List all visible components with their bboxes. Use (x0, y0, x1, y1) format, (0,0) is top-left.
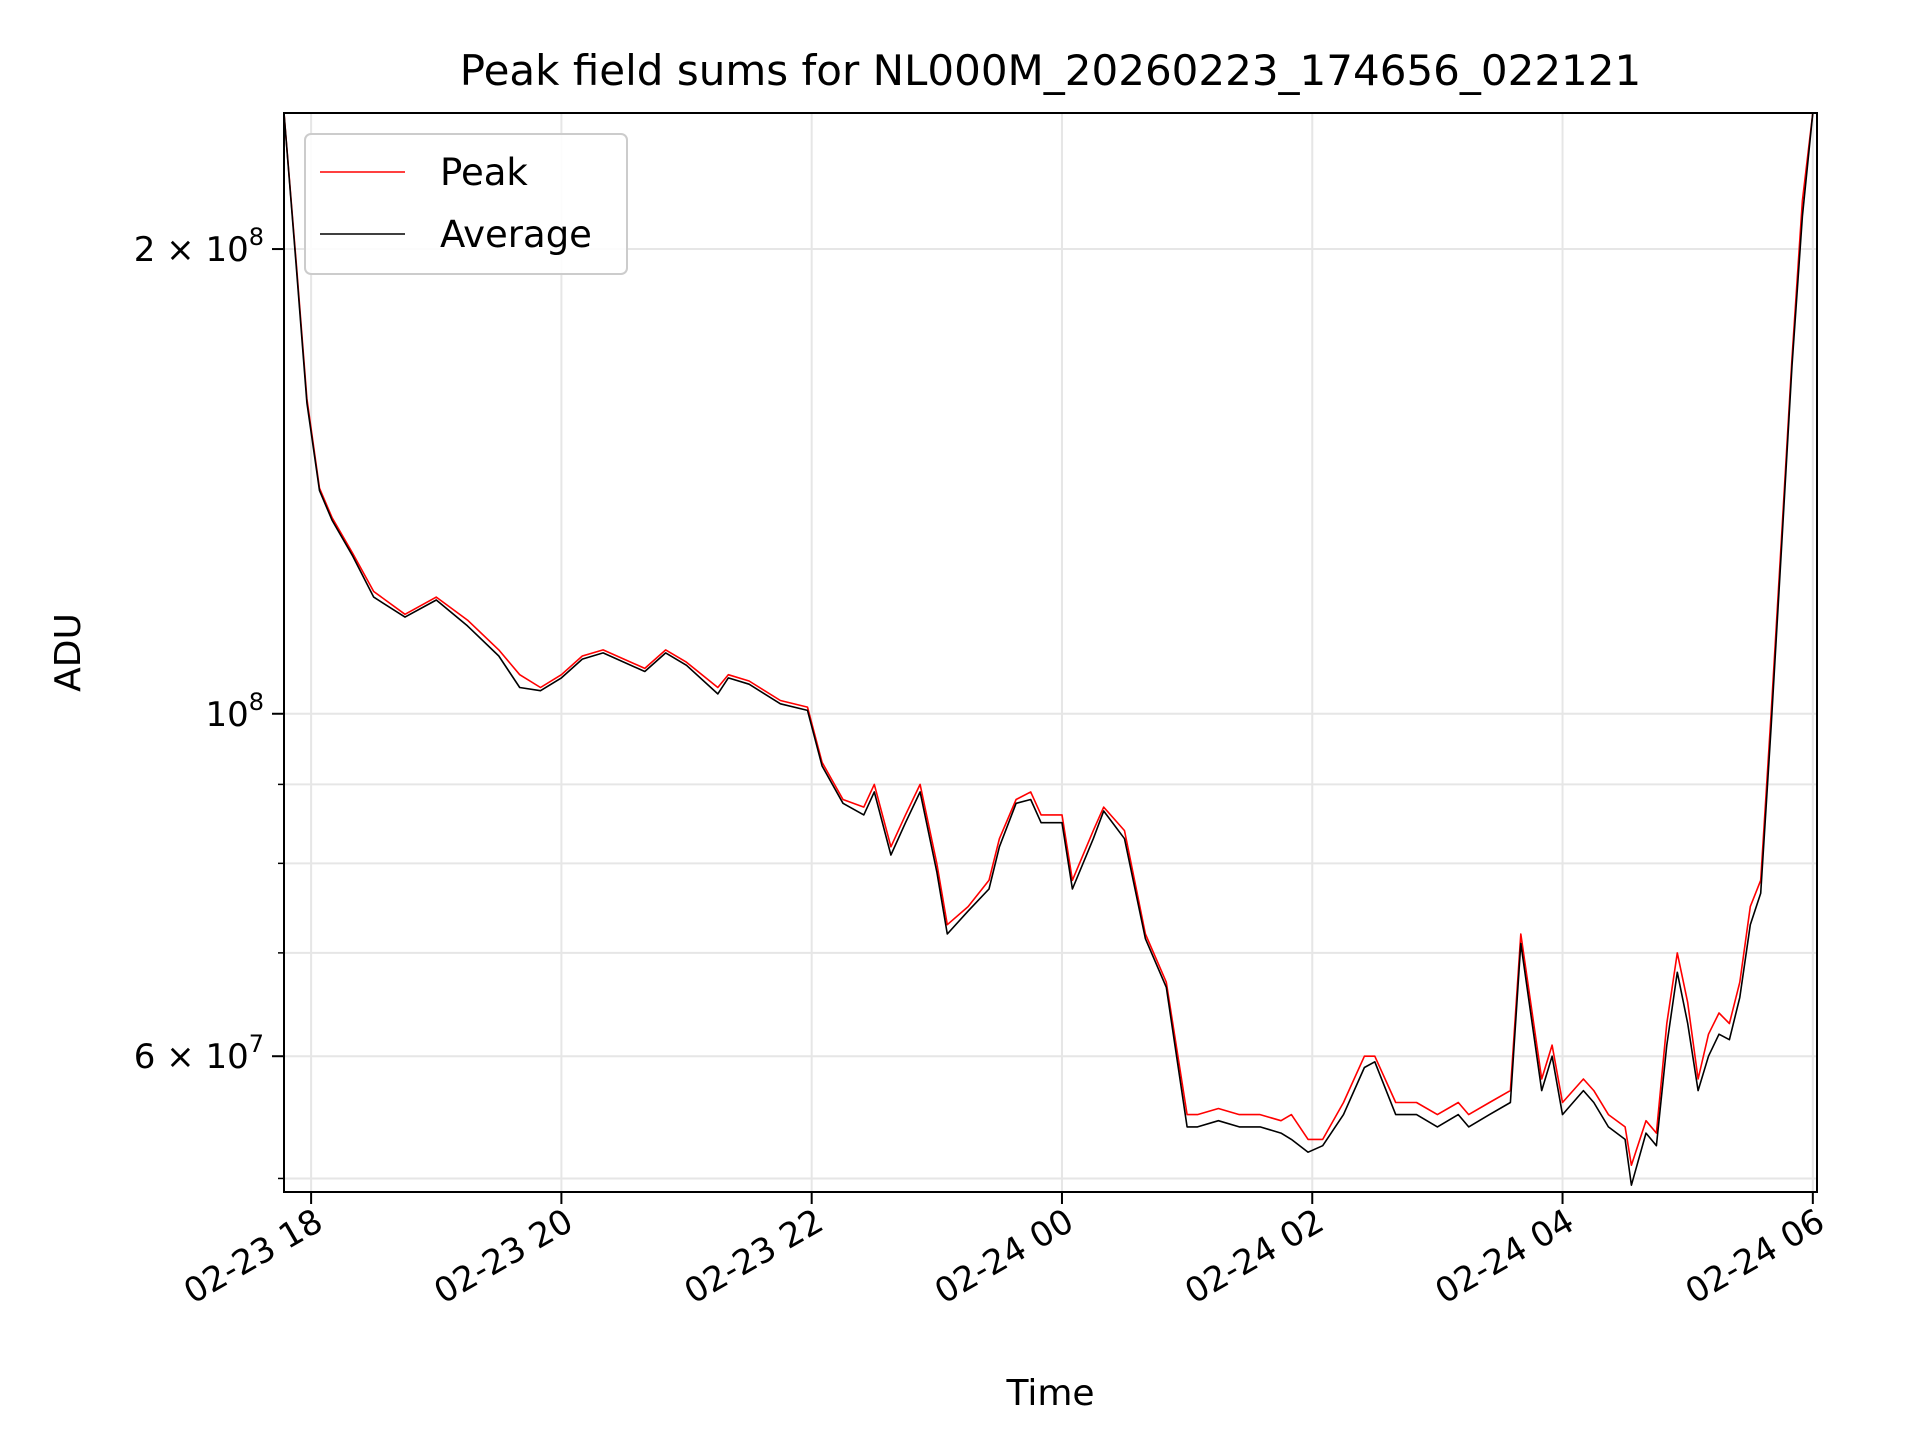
y-axis-label: ADU (48, 613, 89, 692)
series-line-average (284, 113, 1814, 1186)
legend-box (304, 133, 628, 275)
grid (284, 113, 1817, 1192)
x-axis-label: Time (1005, 1373, 1094, 1414)
chart-title: Peak field sums for NL000M_20260223_1746… (460, 46, 1641, 95)
y-tick-label-exponent: 8 (249, 688, 264, 716)
y-tick-label-exponent: 8 (249, 223, 264, 251)
y-tick-label-base: 10 (205, 695, 248, 735)
legend-label-average: Average (440, 213, 592, 256)
y-tick-label: 108 (205, 688, 264, 735)
legend: Peak Average (304, 133, 628, 275)
y-tick-label-base: 6 × 10 (134, 1037, 249, 1077)
y-tick-label: 2 × 108 (134, 223, 264, 270)
series-layer (284, 113, 1814, 1186)
y-tick-label-exponent: 7 (249, 1030, 264, 1058)
series-line-peak (284, 113, 1814, 1166)
y-tick-label: 6 × 107 (134, 1030, 264, 1077)
plot-frame (283, 112, 1818, 1193)
y-tick-label-base: 2 × 10 (134, 230, 249, 270)
legend-label-peak: Peak (440, 151, 528, 194)
